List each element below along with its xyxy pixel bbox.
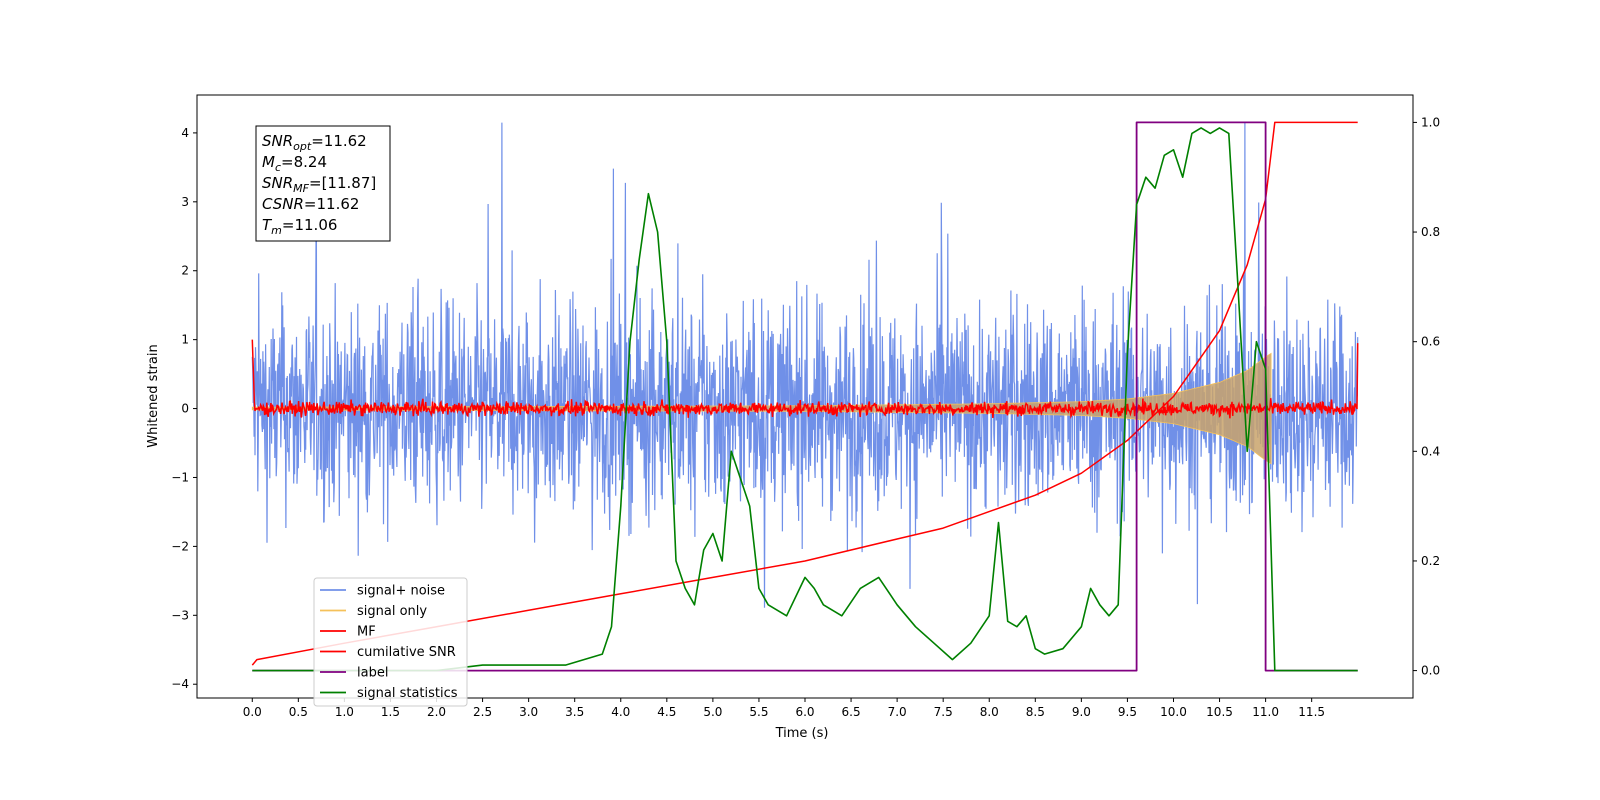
y-tick-label: −4 [171, 677, 189, 691]
y2-tick-label: 0.4 [1421, 444, 1440, 458]
y-tick-label: 1 [181, 333, 189, 347]
series-signal-noise-line [251, 122, 1359, 608]
y-tick-label: 3 [181, 195, 189, 209]
legend-label: signal statistics [357, 686, 458, 701]
x-tick-label: 9.0 [1072, 705, 1091, 719]
legend-frame [313, 577, 468, 707]
annotation-line: SNRopt=11.62 [262, 132, 367, 153]
annotation-line: SNRMF=[11.87] [262, 174, 376, 195]
x-tick-label: 10.0 [1160, 705, 1187, 719]
series-layer [251, 121, 1359, 672]
x-tick-label: 1.0 [335, 705, 354, 719]
x-tick-label: 6.5 [842, 705, 861, 719]
y2-tick-label: 0.0 [1421, 664, 1440, 678]
plot-area [196, 94, 1414, 699]
y-tick-label: −3 [171, 608, 189, 622]
y-tick-label: 4 [181, 126, 189, 140]
x-tick-label: 8.5 [1026, 705, 1045, 719]
x-tick-label: 3.5 [565, 705, 584, 719]
x-tick-label: 4.0 [611, 705, 630, 719]
y2-tick-label: 0.6 [1421, 335, 1440, 349]
y-tick-label: −1 [171, 470, 189, 484]
x-tick-label: 11.0 [1252, 705, 1279, 719]
y-tick-label: −2 [171, 539, 189, 553]
y-axis-left: −4 −3 −2 −1 0 1 2 3 4 [171, 126, 197, 691]
series-mf-line [251, 339, 1359, 419]
x-tick-label: 1.5 [381, 705, 400, 719]
annotation-line: Tm=11.06 [262, 216, 337, 237]
y-axis-label: Whitened strain [146, 344, 161, 447]
y-tick-label: 2 [181, 264, 189, 278]
x-tick-label: 5.5 [749, 705, 768, 719]
x-tick-label: 7.5 [934, 705, 953, 719]
x-tick-label: 0.0 [243, 705, 262, 719]
annotation-frame [255, 125, 391, 242]
x-axis: 0.0 0.5 1.0 1.5 2.0 2.5 3.0 3.5 4.0 4.5 5.0 5.5 6.0 6… [243, 698, 1325, 719]
y-tick-label: 0 [181, 402, 189, 416]
x-tick-label: 11.5 [1298, 705, 1325, 719]
annotation-line: Mc=8.24 [262, 153, 327, 174]
x-tick-label: 9.5 [1118, 705, 1137, 719]
y-axis-right: 0.0 0.2 0.4 0.6 0.8 1.0 [1413, 115, 1440, 678]
x-tick-label: 4.5 [657, 705, 676, 719]
legend-label: cumilative SNR [357, 645, 456, 660]
x-tick-label: 8.0 [980, 705, 999, 719]
x-tick-label: 3.0 [519, 705, 538, 719]
x-axis-label: Time (s) [775, 726, 829, 741]
legend: signal+ noise signal only MF cumilative SNR… [313, 577, 468, 707]
y2-tick-label: 0.2 [1421, 554, 1440, 568]
y2-tick-label: 1.0 [1421, 115, 1440, 129]
x-tick-label: 5.0 [703, 705, 722, 719]
x-tick-label: 2.0 [427, 705, 446, 719]
x-tick-label: 7.0 [888, 705, 907, 719]
x-tick-label: 10.5 [1206, 705, 1233, 719]
x-tick-label: 0.5 [289, 705, 308, 719]
y2-tick-label: 0.8 [1421, 225, 1440, 239]
legend-label: signal only [357, 604, 427, 619]
series-signal-statistics-line [252, 127, 1358, 672]
legend-label: MF [357, 625, 376, 640]
annotation-box: SNRopt=11.62Mc=8.24SNRMF=[11.87]CSNR=11.… [255, 125, 391, 242]
legend-label: label [357, 666, 388, 681]
annotation-line: CSNR=11.62 [262, 195, 359, 213]
x-tick-label: 6.0 [795, 705, 814, 719]
legend-label: signal+ noise [357, 584, 445, 599]
x-tick-label: 2.5 [473, 705, 492, 719]
